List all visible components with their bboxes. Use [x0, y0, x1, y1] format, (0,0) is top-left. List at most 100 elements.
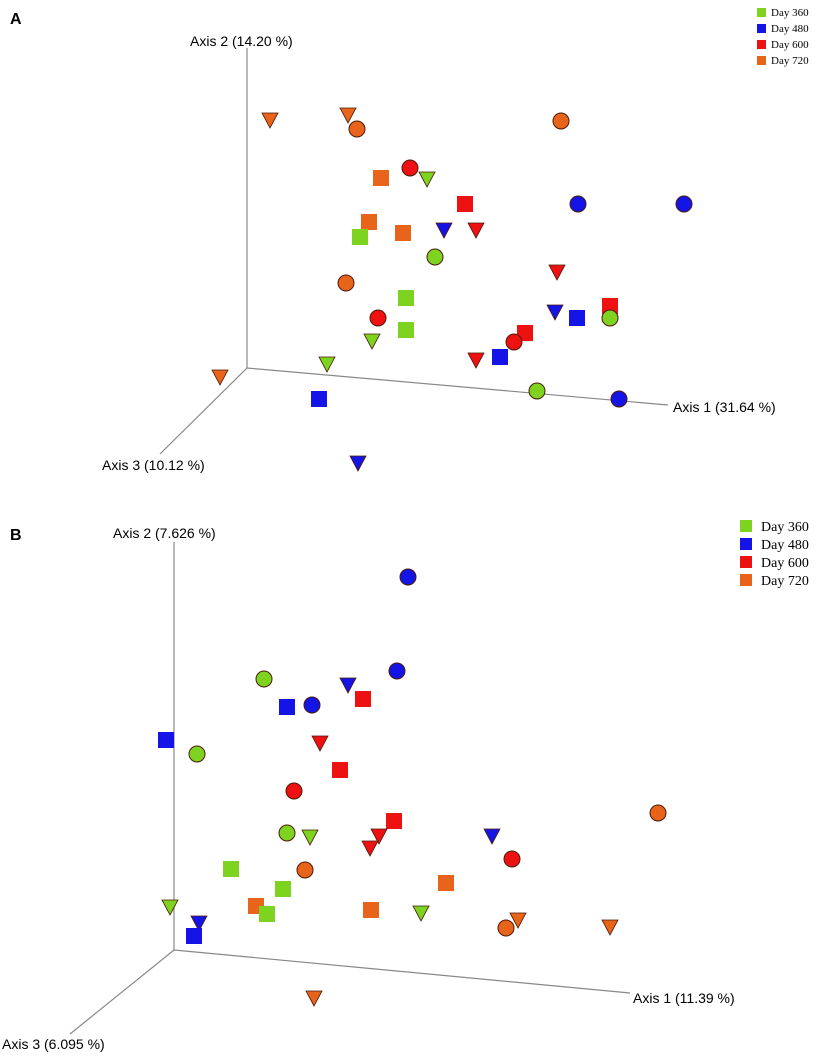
- panel-b-point-day-600-square-13: [386, 813, 402, 829]
- panel-b-axis-1-label: Axis 1 (11.39 %): [633, 990, 735, 1006]
- panel-a-point-day-480-triangle-21: [546, 304, 564, 321]
- panel-b-point-day-480-square-30: [186, 928, 202, 944]
- legend-b-label-day-600: Day 600: [761, 556, 809, 571]
- panel-b-point-day-480-circle-6: [303, 696, 321, 714]
- legend-a-label-day-600: Day 600: [771, 39, 809, 51]
- panel-b-point-day-360-triangle-27: [412, 905, 430, 922]
- legend-b-swatch-day-720: [740, 574, 752, 586]
- panel-a-point-day-720-triangle-31: [211, 369, 229, 386]
- panel-a-point-day-360-triangle-30: [318, 356, 336, 373]
- panel-a-point-day-360-triangle-5: [418, 171, 436, 188]
- panel-a-axis-3-line: [159, 367, 248, 455]
- panel-b-point-day-360-square-20: [223, 861, 239, 877]
- panel-a-legend: Day 360 Day 480 Day 600 Day 720: [757, 7, 809, 67]
- panel-b-point-day-600-triangle-18: [361, 840, 379, 857]
- panel-a-point-day-720-circle-3: [552, 112, 570, 130]
- panel-a-point-day-480-triangle-35: [349, 455, 367, 472]
- panel-b-point-day-480-square-7: [158, 732, 174, 748]
- panel-a-point-day-480-circle-9: [675, 195, 693, 213]
- panel-b-point-day-720-circle-12: [649, 804, 667, 822]
- panel-a-point-day-720-triangle-0: [261, 112, 279, 129]
- panel-a-point-day-360-circle-15: [426, 248, 444, 266]
- panel-a-point-day-360-square-24: [398, 322, 414, 338]
- legend-a-label-day-480: Day 480: [771, 23, 809, 35]
- panel-b-letter: B: [10, 527, 22, 544]
- panel-a-point-day-360-circle-32: [528, 382, 546, 400]
- panel-a-axis-1-label: Axis 1 (31.64 %): [673, 399, 776, 415]
- panel-b-point-day-360-square-22: [275, 881, 291, 897]
- legend-a-label-day-720: Day 720: [771, 55, 809, 67]
- panel-b-point-day-480-triangle-17: [483, 828, 501, 845]
- legend-a-swatch-day-360: [757, 8, 766, 17]
- panel-b-point-day-720-circle-32: [497, 919, 515, 937]
- legend-a-swatch-day-480: [757, 24, 766, 33]
- legend-b-label-day-720: Day 720: [761, 574, 809, 589]
- panel-b: B Axis 2 (7.626 %) Axis 1 (11.39 %) Axis…: [2, 520, 809, 1052]
- panel-a-axis-1-line: [246, 367, 669, 406]
- panel-b-point-day-720-triangle-31: [509, 912, 527, 929]
- legend-b-swatch-day-480: [740, 538, 752, 550]
- panel-a-point-day-600-square-26: [517, 325, 533, 341]
- panel-a-point-day-480-circle-33: [610, 390, 628, 408]
- panel-b-axis-3-line: [69, 949, 175, 1035]
- panel-b-point-day-600-circle-11: [285, 782, 303, 800]
- panel-b-point-day-360-square-25: [259, 906, 275, 922]
- panel-b-point-day-480-circle-1: [388, 662, 406, 680]
- panel-b-point-day-720-square-26: [363, 902, 379, 918]
- panel-b-legend: Day 360 Day 480 Day 600 Day 720: [740, 520, 809, 589]
- panel-a-point-day-720-square-10: [361, 214, 377, 230]
- panel-b-point-day-720-square-21: [438, 875, 454, 891]
- panel-b-points: [158, 568, 667, 1007]
- panel-a-point-day-600-circle-27: [505, 333, 523, 351]
- panel-a-point-day-480-square-22: [569, 310, 585, 326]
- panel-a-point-day-360-square-18: [398, 290, 414, 306]
- panel-b-point-day-480-triangle-29: [190, 915, 208, 932]
- panel-a: A Axis 2 (14.20 %) Axis 1 (31.64 %) Axis…: [10, 7, 809, 473]
- panel-a-point-day-480-square-34: [311, 391, 327, 407]
- panel-a-point-day-600-triangle-29: [467, 352, 485, 369]
- panel-b-point-day-360-triangle-15: [301, 829, 319, 846]
- panel-a-axis-2-label: Axis 2 (14.20 %): [190, 33, 293, 49]
- panel-a-letter: A: [10, 11, 22, 28]
- panel-b-point-day-480-circle-0: [399, 568, 417, 586]
- panel-a-point-day-360-square-11: [352, 229, 368, 245]
- panel-a-point-day-720-triangle-1: [339, 107, 357, 124]
- panel-a-point-day-720-square-6: [373, 170, 389, 186]
- panel-a-point-day-480-square-28: [492, 349, 508, 365]
- panel-a-point-day-600-circle-23: [369, 309, 387, 327]
- panel-a-point-day-600-circle-4: [401, 159, 419, 177]
- panel-b-point-day-360-circle-2: [255, 670, 273, 688]
- panel-a-points: [211, 107, 693, 472]
- panel-b-point-day-600-triangle-16: [370, 828, 388, 845]
- panel-a-point-day-720-square-12: [395, 225, 411, 241]
- panel-b-point-day-720-circle-23: [296, 861, 314, 879]
- panel-b-point-day-480-triangle-3: [339, 677, 357, 694]
- panel-a-point-day-720-circle-2: [348, 120, 366, 138]
- panel-a-point-day-720-circle-17: [337, 274, 355, 292]
- panel-a-point-day-480-triangle-13: [435, 222, 453, 239]
- panel-b-point-day-600-triangle-9: [311, 735, 329, 752]
- panel-a-point-day-600-square-19: [602, 298, 618, 314]
- legend-a-swatch-day-720: [757, 56, 766, 65]
- legend-b-label-day-480: Day 480: [761, 538, 809, 553]
- panel-a-point-day-600-square-7: [457, 196, 473, 212]
- legend-b-label-day-360: Day 360: [761, 520, 809, 535]
- panel-b-axis-2-label: Axis 2 (7.626 %): [113, 525, 216, 541]
- legend-a-label-day-360: Day 360: [771, 7, 809, 19]
- panel-b-point-day-720-triangle-33: [601, 919, 619, 936]
- legend-a-swatch-day-600: [757, 40, 766, 49]
- panel-b-point-day-360-circle-8: [188, 745, 206, 763]
- panel-b-axis-3-label: Axis 3 (6.095 %): [2, 1036, 105, 1052]
- panel-a-point-day-360-triangle-25: [363, 333, 381, 350]
- panel-a-point-day-480-circle-8: [569, 195, 587, 213]
- panel-b-point-day-600-circle-19: [503, 850, 521, 868]
- panel-b-point-day-360-triangle-28: [161, 899, 179, 916]
- panel-b-point-day-720-triangle-34: [305, 990, 323, 1007]
- panel-b-axis-1-line: [173, 949, 631, 994]
- legend-b-swatch-day-360: [740, 520, 752, 532]
- panel-a-point-day-600-triangle-14: [467, 222, 485, 239]
- panel-a-point-day-600-triangle-16: [548, 264, 566, 281]
- legend-b-swatch-day-600: [740, 556, 752, 568]
- panel-b-point-day-600-square-10: [332, 762, 348, 778]
